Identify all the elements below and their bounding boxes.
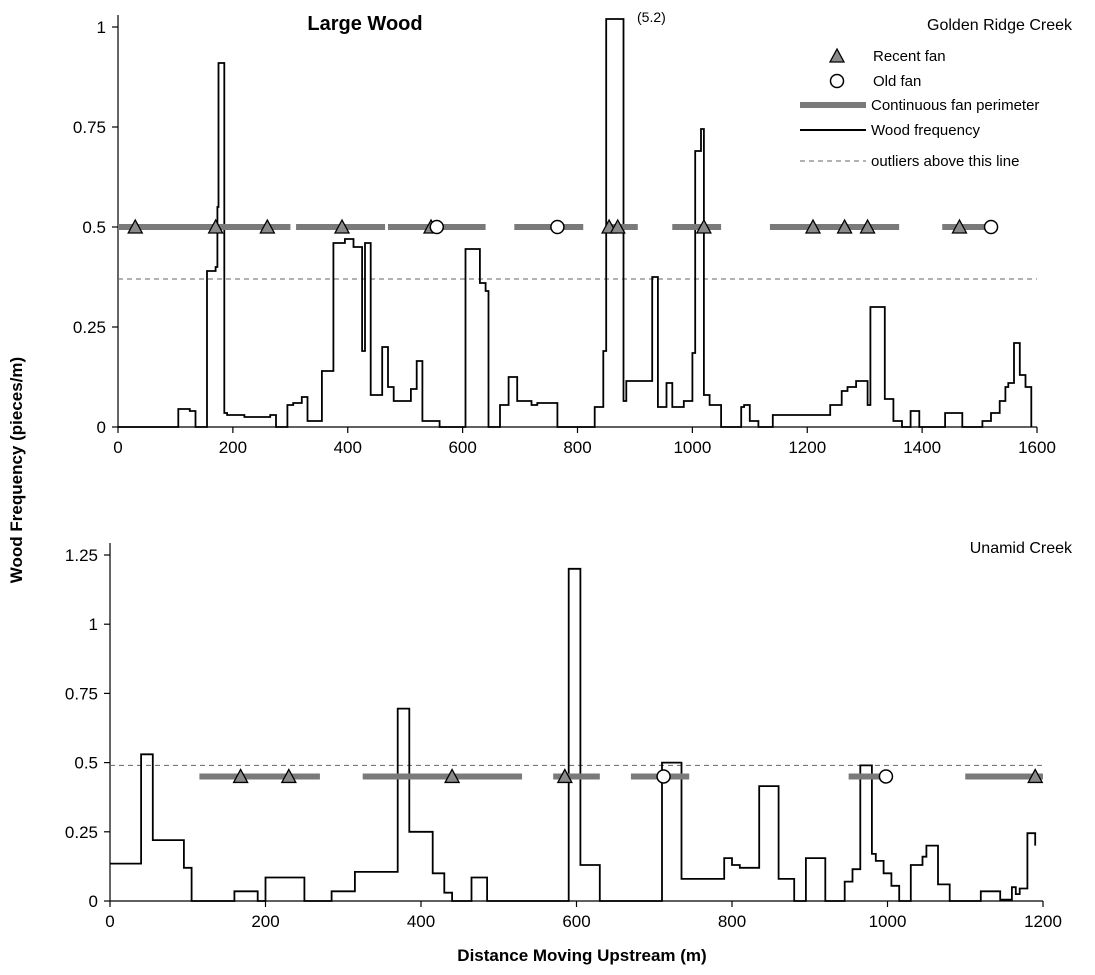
recent-fan-marker <box>859 218 876 234</box>
x-tick-label: 0 <box>113 438 122 457</box>
y-tick-label: 0 <box>89 892 98 911</box>
chart-panel-1: 0 0.25 0.5 0.75 1 0 200 400 600 800 1000 1200 1400 16… <box>73 9 1073 457</box>
x-tick-label: 200 <box>219 438 247 457</box>
wood-frequency-line <box>110 567 1037 902</box>
x-tick-label: 1200 <box>788 438 826 457</box>
x-tick-label: 600 <box>448 438 476 457</box>
recent-fan-marker <box>695 218 712 234</box>
recent-fan-marker <box>127 218 144 234</box>
recent-fan-marker <box>444 768 461 784</box>
recent-fan-marker <box>259 218 276 234</box>
old-fan-marker <box>878 769 894 784</box>
legend-label: Continuous fan perimeter <box>871 97 1039 114</box>
y-tick-label: 1 <box>97 18 106 37</box>
y-tick-label: 0 <box>97 418 106 437</box>
chart-panel-2: 0 0.25 0.5 0.75 1 1.25 0 200 400 600 800 1000 1200 Un… <box>65 540 1073 931</box>
legend-label: Recent fan <box>873 48 946 65</box>
outlier-value-annotation: (5.2) <box>637 9 666 25</box>
legend-label: Wood frequency <box>871 122 980 139</box>
x-tick-label: 400 <box>407 912 435 931</box>
recent-fan-marker <box>207 218 224 234</box>
legend: Recent fan Old fan Continuous fan perimete… <box>800 47 1039 170</box>
x-axis-title: Distance Moving Upstream (m) <box>457 946 706 965</box>
recent-fan-marker <box>280 768 297 784</box>
legend-old-fan-icon <box>829 73 845 89</box>
y-tick-label: 0.25 <box>65 823 98 842</box>
panel-label: Unamid Creek <box>970 540 1073 557</box>
x-tick-label: 1000 <box>673 438 711 457</box>
old-fan-marker <box>656 769 671 784</box>
recent-fan-marker <box>232 768 249 784</box>
x-tick-label: 1000 <box>869 912 907 931</box>
recent-fan-marker <box>1027 768 1044 784</box>
legend-recent-fan-icon <box>828 47 846 63</box>
recent-fan-marker <box>333 218 351 234</box>
y-tick-label: 0.5 <box>82 218 106 237</box>
y-tick-label: 1.25 <box>65 546 98 565</box>
y-tick-label: 1 <box>89 615 98 634</box>
x-tick-label: 1600 <box>1018 438 1056 457</box>
y-tick-label: 0.5 <box>74 754 98 773</box>
chart-title: Large Wood <box>307 13 422 35</box>
recent-fan-marker <box>556 768 573 784</box>
x-tick-label: 0 <box>105 912 114 931</box>
legend-label: Old fan <box>873 73 921 90</box>
x-tick-label: 600 <box>562 912 590 931</box>
old-fan-marker <box>550 219 565 235</box>
x-tick-label: 400 <box>334 438 362 457</box>
x-tick-label: 200 <box>251 912 279 931</box>
recent-fan-marker <box>609 218 626 234</box>
x-tick-label: 800 <box>563 438 591 457</box>
old-fan-marker <box>429 219 445 235</box>
panel-label: Golden Ridge Creek <box>927 17 1073 34</box>
y-tick-label: 0.25 <box>73 318 106 337</box>
y-tick-label: 0.75 <box>65 684 98 703</box>
old-fan-marker <box>983 219 999 235</box>
wood-frequency-line <box>118 18 1033 428</box>
x-tick-label: 1200 <box>1024 912 1062 931</box>
y-tick-label: 0.75 <box>73 118 106 137</box>
recent-fan-marker <box>804 218 822 234</box>
x-tick-label: 800 <box>718 912 746 931</box>
x-tick-label: 1400 <box>903 438 941 457</box>
recent-fan-marker <box>951 218 968 234</box>
y-axis-title: Wood Frequency (pieces/m) <box>7 357 26 583</box>
recent-fan-marker <box>836 218 853 234</box>
legend-label: outliers above this line <box>871 153 1019 170</box>
